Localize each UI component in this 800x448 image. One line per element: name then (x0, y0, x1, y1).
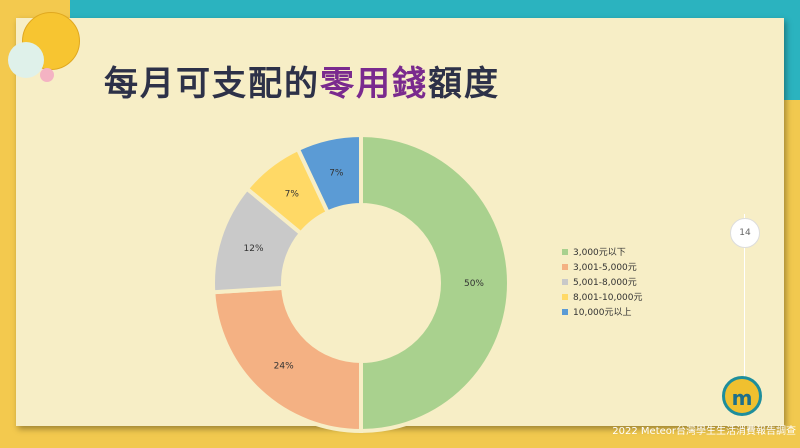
decor-circle-pink (40, 68, 54, 82)
title-highlight: 零用錢 (320, 64, 428, 104)
legend-swatch (562, 278, 568, 285)
title-part-2: 額度 (428, 64, 500, 104)
legend-swatch (562, 293, 568, 300)
slide: 每月可支配的零用錢額度 50% 24% 12% 7% 7% 3,000元以下 3,001-… (16, 18, 796, 437)
legend-swatch (562, 308, 568, 315)
legend-item-3: 8,001-10,000元 (562, 289, 643, 304)
slice-label-3: 7% (285, 190, 300, 200)
legend-swatch (562, 263, 568, 270)
meteor-logo: m (722, 376, 762, 416)
slide-title: 每月可支配的零用錢額度 (104, 56, 500, 105)
footer-credit: 2022 Meteor台灣學生生活消費報告調查 (612, 426, 796, 437)
donut-slice-0 (359, 132, 511, 434)
legend-label: 10,000元以上 (573, 308, 632, 318)
slice-label-0: 50% (464, 279, 484, 289)
title-part-1: 每月可支配的 (104, 64, 320, 104)
legend-swatch (562, 248, 568, 255)
legend-item-4: 10,000元以上 (562, 304, 643, 319)
slice-label-4: 7% (329, 169, 344, 179)
slice-label-2: 12% (244, 244, 264, 254)
legend-item-2: 5,001-8,000元 (562, 274, 643, 289)
page-number: 14 (730, 218, 760, 248)
legend-label: 5,001-8,000元 (573, 278, 637, 288)
slice-label-1: 24% (274, 361, 294, 371)
timeline-line (744, 214, 745, 414)
donut-slice-4 (295, 132, 363, 216)
decor-circle-mint (8, 42, 44, 78)
legend-label: 3,001-5,000元 (573, 263, 637, 273)
legend-label: 8,001-10,000元 (573, 293, 643, 303)
legend-label: 3,000元以下 (573, 248, 626, 258)
legend-item-0: 3,000元以下 (562, 244, 643, 259)
donut-chart: 50% 24% 12% 7% 7% (211, 132, 511, 434)
legend-item-1: 3,001-5,000元 (562, 259, 643, 274)
donut-slice-1 (211, 285, 363, 434)
decor-circle-yellow (22, 12, 80, 70)
chart-legend: 3,000元以下 3,001-5,000元 5,001-8,000元 8,001-10… (562, 244, 643, 319)
